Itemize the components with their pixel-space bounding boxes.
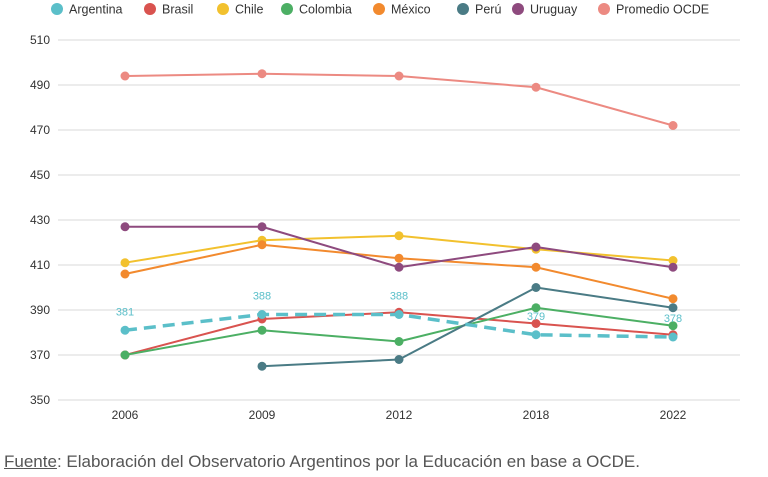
data-point-chile <box>394 231 404 241</box>
x-tick-label: 2009 <box>249 408 276 422</box>
data-point-argentina <box>531 330 541 340</box>
series-line-per- <box>261 286 674 368</box>
data-point-m-xico <box>120 269 130 279</box>
legend-label-argentina: Argentina <box>69 3 123 17</box>
legend-marker-promedio-ocde <box>598 3 610 15</box>
x-tick-label: 2012 <box>386 408 413 422</box>
data-point-chile <box>120 258 130 268</box>
data-point-promedio-ocde <box>257 69 267 79</box>
y-tick-label: 430 <box>30 213 50 227</box>
series-line-promedio-ocde <box>124 72 674 127</box>
data-point-promedio-ocde <box>668 121 678 130</box>
data-point-promedio-ocde <box>531 82 541 92</box>
legend-label-colombia: Colombia <box>299 3 352 17</box>
y-tick-label: 490 <box>30 78 50 92</box>
x-tick-label: 2006 <box>112 408 139 422</box>
legend-marker-brasil <box>144 3 156 15</box>
data-point-colombia <box>531 303 541 313</box>
data-point-chile <box>668 256 678 265</box>
legend-marker-m-xico <box>373 3 385 15</box>
data-label-argentina: 378 <box>664 313 682 325</box>
legend-label-per-: Perú <box>475 3 501 17</box>
data-point-per- <box>394 355 404 364</box>
data-point-uruguay <box>257 222 267 232</box>
y-tick-label: 370 <box>30 348 50 362</box>
data-point-colombia <box>668 321 678 331</box>
legend-marker-colombia <box>281 3 293 15</box>
data-point-m-xico <box>531 262 541 272</box>
data-point-per- <box>257 361 267 371</box>
y-tick-label: 350 <box>30 393 50 407</box>
y-tick-label: 390 <box>30 303 50 317</box>
data-point-promedio-ocde <box>394 71 404 81</box>
data-point-uruguay <box>120 222 130 232</box>
data-point-colombia <box>257 325 267 335</box>
source-note: Fuente: Elaboración del Observatorio Arg… <box>4 452 640 472</box>
data-point-colombia <box>394 337 404 346</box>
legend-label-chile: Chile <box>235 3 264 17</box>
y-tick-label: 410 <box>30 258 50 272</box>
data-label-argentina: 388 <box>253 291 271 303</box>
y-tick-label: 510 <box>30 33 50 47</box>
data-point-brasil <box>531 319 541 328</box>
data-label-argentina: 388 <box>390 291 408 303</box>
data-label-argentina: 379 <box>527 311 545 323</box>
y-tick-label: 470 <box>30 123 50 137</box>
x-tick-label: 2018 <box>523 408 550 422</box>
y-tick-label: 450 <box>30 168 50 182</box>
data-point-m-xico <box>394 253 404 263</box>
data-point-argentina <box>120 325 130 335</box>
data-point-m-xico <box>257 240 267 250</box>
legend-label-m-xico: México <box>391 3 431 17</box>
data-point-per- <box>531 283 541 292</box>
data-point-uruguay <box>531 242 541 252</box>
legend-marker-per- <box>457 3 469 15</box>
legend-marker-chile <box>217 3 229 15</box>
line-chart: 350 370 390 410 430 450 470 490 510 2006 2009 2012 2… <box>30 3 740 422</box>
legend-label-brasil: Brasil <box>162 3 193 17</box>
source-text: : Elaboración del Observatorio Argentino… <box>56 452 640 471</box>
data-point-argentina <box>394 310 404 319</box>
legend-label-uruguay: Uruguay <box>530 3 578 17</box>
x-tick-label: 2022 <box>660 408 687 422</box>
data-point-per- <box>668 303 678 313</box>
legend-marker-uruguay <box>512 3 524 15</box>
data-point-m-xico <box>668 294 678 304</box>
source-prefix[interactable]: Fuente <box>4 452 57 471</box>
data-point-uruguay <box>394 262 404 272</box>
data-label-argentina: 381 <box>116 306 134 318</box>
data-point-uruguay <box>668 262 678 272</box>
legend-marker-argentina <box>51 3 63 15</box>
data-point-argentina <box>257 310 267 319</box>
data-point-argentina <box>668 332 678 342</box>
data-point-colombia <box>120 350 130 360</box>
legend-label-promedio-ocde: Promedio OCDE <box>616 3 709 17</box>
data-point-promedio-ocde <box>120 71 130 81</box>
